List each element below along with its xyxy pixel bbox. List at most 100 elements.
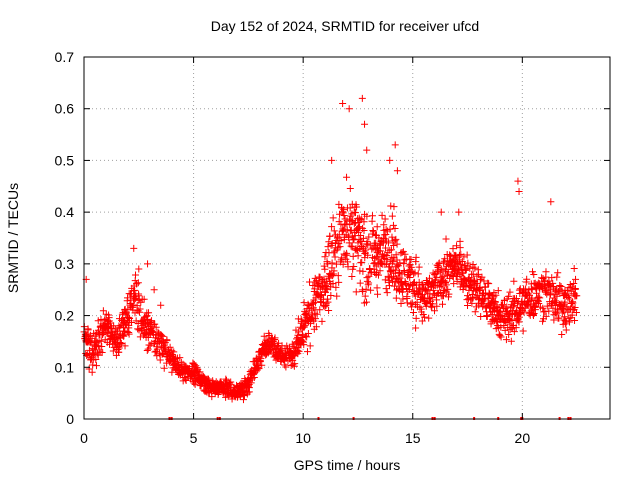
data-point — [356, 267, 364, 275]
data-point — [346, 221, 354, 229]
data-point — [500, 317, 508, 325]
data-point — [295, 328, 303, 336]
data-point — [562, 326, 570, 334]
data-point — [399, 295, 407, 303]
x-axis-label: GPS time / hours — [294, 457, 401, 473]
data-point — [342, 220, 350, 228]
data-point — [469, 294, 477, 302]
data-point — [270, 337, 278, 345]
data-point — [340, 206, 348, 214]
data-point — [463, 292, 471, 300]
data-point — [506, 317, 514, 325]
data-point — [538, 274, 546, 282]
data-point — [332, 260, 340, 268]
data-point — [571, 285, 579, 293]
plot-frame — [83, 56, 611, 420]
data-point — [364, 251, 372, 259]
data-point — [339, 260, 347, 268]
data-point — [387, 202, 395, 210]
data-point — [521, 304, 529, 312]
data-point — [433, 296, 441, 304]
data-point — [401, 250, 409, 258]
data-point — [143, 346, 151, 354]
data-point — [363, 298, 371, 306]
data-point — [328, 240, 336, 248]
data-point — [92, 362, 100, 370]
data-point — [130, 244, 138, 252]
data-point — [384, 239, 392, 247]
data-point — [389, 257, 397, 265]
data-point — [366, 265, 374, 273]
data-point — [303, 348, 311, 356]
data-point — [543, 302, 551, 310]
data-point — [129, 301, 137, 309]
data-point — [333, 292, 341, 300]
data-point — [391, 141, 399, 149]
data-point — [558, 330, 566, 338]
data-point — [89, 361, 97, 369]
data-point — [395, 287, 403, 295]
data-point — [360, 227, 368, 235]
data-point — [373, 223, 381, 231]
data-point — [491, 298, 499, 306]
data-point — [318, 299, 326, 307]
data-point — [492, 317, 500, 325]
data-point — [324, 298, 332, 306]
data-point — [549, 279, 557, 287]
data-point — [82, 350, 90, 358]
data-point — [356, 216, 364, 224]
data-point — [523, 275, 531, 283]
data-point — [299, 332, 307, 340]
data-point — [150, 286, 158, 294]
data-point — [487, 320, 495, 328]
data-point — [401, 279, 409, 287]
data-point — [569, 299, 577, 307]
data-point — [85, 365, 93, 373]
data-point — [270, 335, 278, 343]
data-point — [144, 333, 152, 341]
data-point — [327, 241, 335, 249]
data-point — [516, 310, 524, 318]
y-tick-label: 0.4 — [55, 204, 75, 220]
data-point — [571, 317, 579, 325]
data-point — [485, 289, 493, 297]
data-point — [313, 310, 321, 318]
data-point — [170, 348, 178, 356]
data-point — [474, 270, 482, 278]
data-point — [382, 244, 390, 252]
data-point — [137, 298, 145, 306]
data-point — [136, 305, 144, 313]
data-point — [322, 300, 330, 308]
data-point — [558, 287, 566, 295]
data-point — [389, 277, 397, 285]
data-point — [553, 292, 561, 300]
data-point — [148, 317, 156, 325]
data-point — [462, 266, 470, 274]
data-point — [145, 309, 153, 317]
data-point — [418, 317, 426, 325]
data-point — [346, 204, 354, 212]
data-point — [423, 287, 431, 295]
data-point — [407, 300, 415, 308]
chart-title: Day 152 of 2024, SRMTID for receiver ufc… — [211, 18, 479, 34]
data-point — [328, 223, 336, 231]
data-point — [382, 285, 390, 293]
data-point — [544, 281, 552, 289]
data-point — [176, 354, 184, 362]
data-point — [407, 263, 415, 271]
data-point — [140, 295, 148, 303]
data-point — [330, 227, 338, 235]
data-point — [395, 269, 403, 277]
data-point — [326, 232, 334, 240]
data-point — [408, 299, 416, 307]
data-point — [564, 293, 572, 301]
data-point — [551, 297, 559, 305]
y-tick-label: 0.2 — [55, 308, 75, 324]
data-point — [318, 317, 326, 325]
data-point — [121, 342, 129, 350]
data-point — [131, 296, 139, 304]
data-point — [358, 94, 366, 102]
data-point — [484, 294, 492, 302]
data-point — [390, 203, 398, 211]
data-point — [464, 301, 472, 309]
